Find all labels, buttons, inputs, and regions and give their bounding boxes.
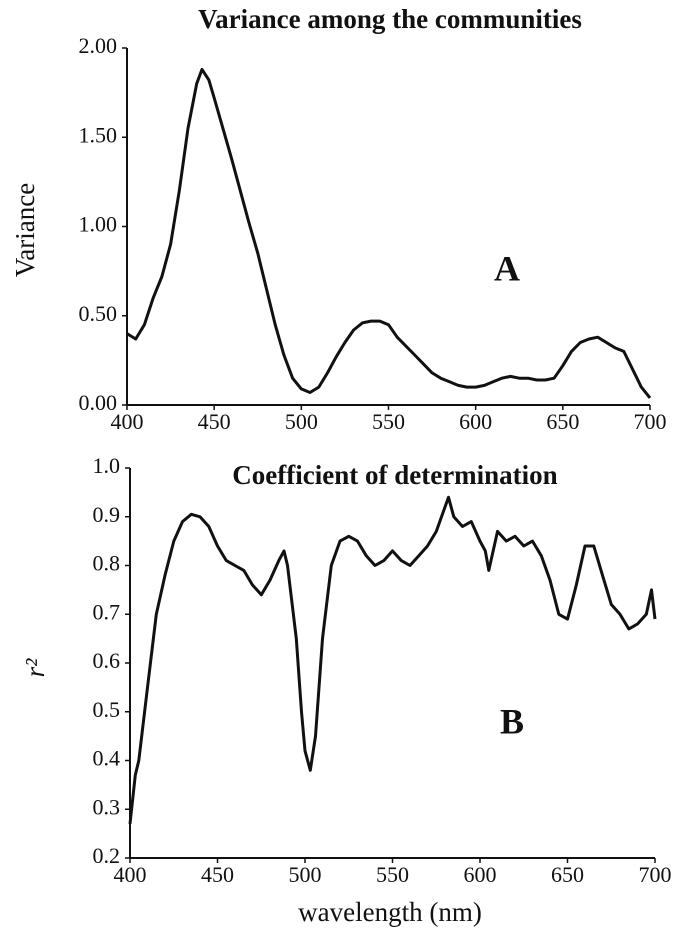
x-tick-label: 450 (201, 862, 234, 887)
x-tick-label: 400 (114, 862, 147, 887)
x-tick-label: 400 (111, 409, 144, 434)
y-tick-label: 2.00 (79, 33, 118, 58)
x-tick-label: 550 (372, 409, 405, 434)
y-tick-label: 1.00 (79, 212, 118, 237)
y-tick-label: 1.0 (93, 453, 121, 478)
x-tick-label: 650 (551, 862, 584, 887)
y-tick-label: 0.6 (93, 648, 121, 673)
y-tick-label: 0.7 (93, 599, 121, 624)
x-axis-label: wavelength (nm) (298, 897, 482, 927)
y-tick-label: 0.8 (93, 551, 121, 576)
y-tick-label: 0.3 (93, 794, 121, 819)
x-tick-label: 600 (464, 862, 497, 887)
data-line (126, 67, 652, 399)
data-line (128, 495, 657, 825)
x-tick-label: 600 (459, 409, 492, 434)
y-tick-label: 1.50 (79, 122, 118, 147)
y-tick-label: 0.2 (93, 843, 121, 868)
y-tick-label: 0.9 (93, 502, 121, 527)
x-tick-label: 450 (198, 409, 231, 434)
y-tick-label: 0.50 (79, 301, 118, 326)
y-tick-label: 0.00 (79, 390, 118, 415)
x-tick-label: 500 (289, 862, 322, 887)
annotation: B (500, 701, 524, 741)
x-tick-label: 700 (639, 862, 672, 887)
y-tick-label: 0.4 (93, 746, 121, 771)
chart-title: Coefficient of determination (232, 460, 557, 490)
x-tick-label: 700 (634, 409, 667, 434)
y-axis-label: r² (20, 658, 50, 678)
y-tick-label: 0.5 (93, 697, 121, 722)
x-tick-label: 550 (376, 862, 409, 887)
x-tick-label: 500 (285, 409, 318, 434)
annotation: A (494, 248, 520, 288)
y-axis-label: Variance (10, 183, 40, 277)
x-tick-label: 650 (546, 409, 579, 434)
chart-title: Variance among the communities (198, 4, 582, 34)
